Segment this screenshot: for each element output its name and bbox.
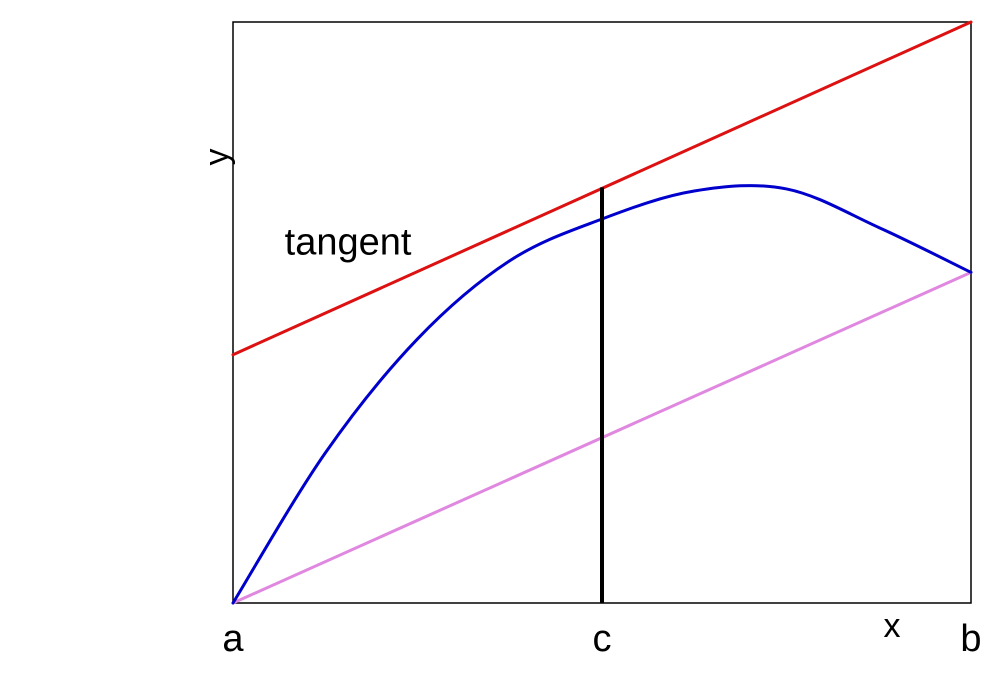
curve-line xyxy=(231,184,973,605)
annotation-layer: tangent xyxy=(285,221,412,263)
x-axis-label: x xyxy=(884,607,901,645)
series-layer xyxy=(231,20,973,605)
x-tick-label-c: c xyxy=(593,618,612,660)
annotation-tangent: tangent xyxy=(285,221,412,263)
x-tick-label-b: b xyxy=(960,618,981,660)
y-axis-label: y xyxy=(198,149,236,166)
x-tick-label-a: a xyxy=(222,618,244,660)
